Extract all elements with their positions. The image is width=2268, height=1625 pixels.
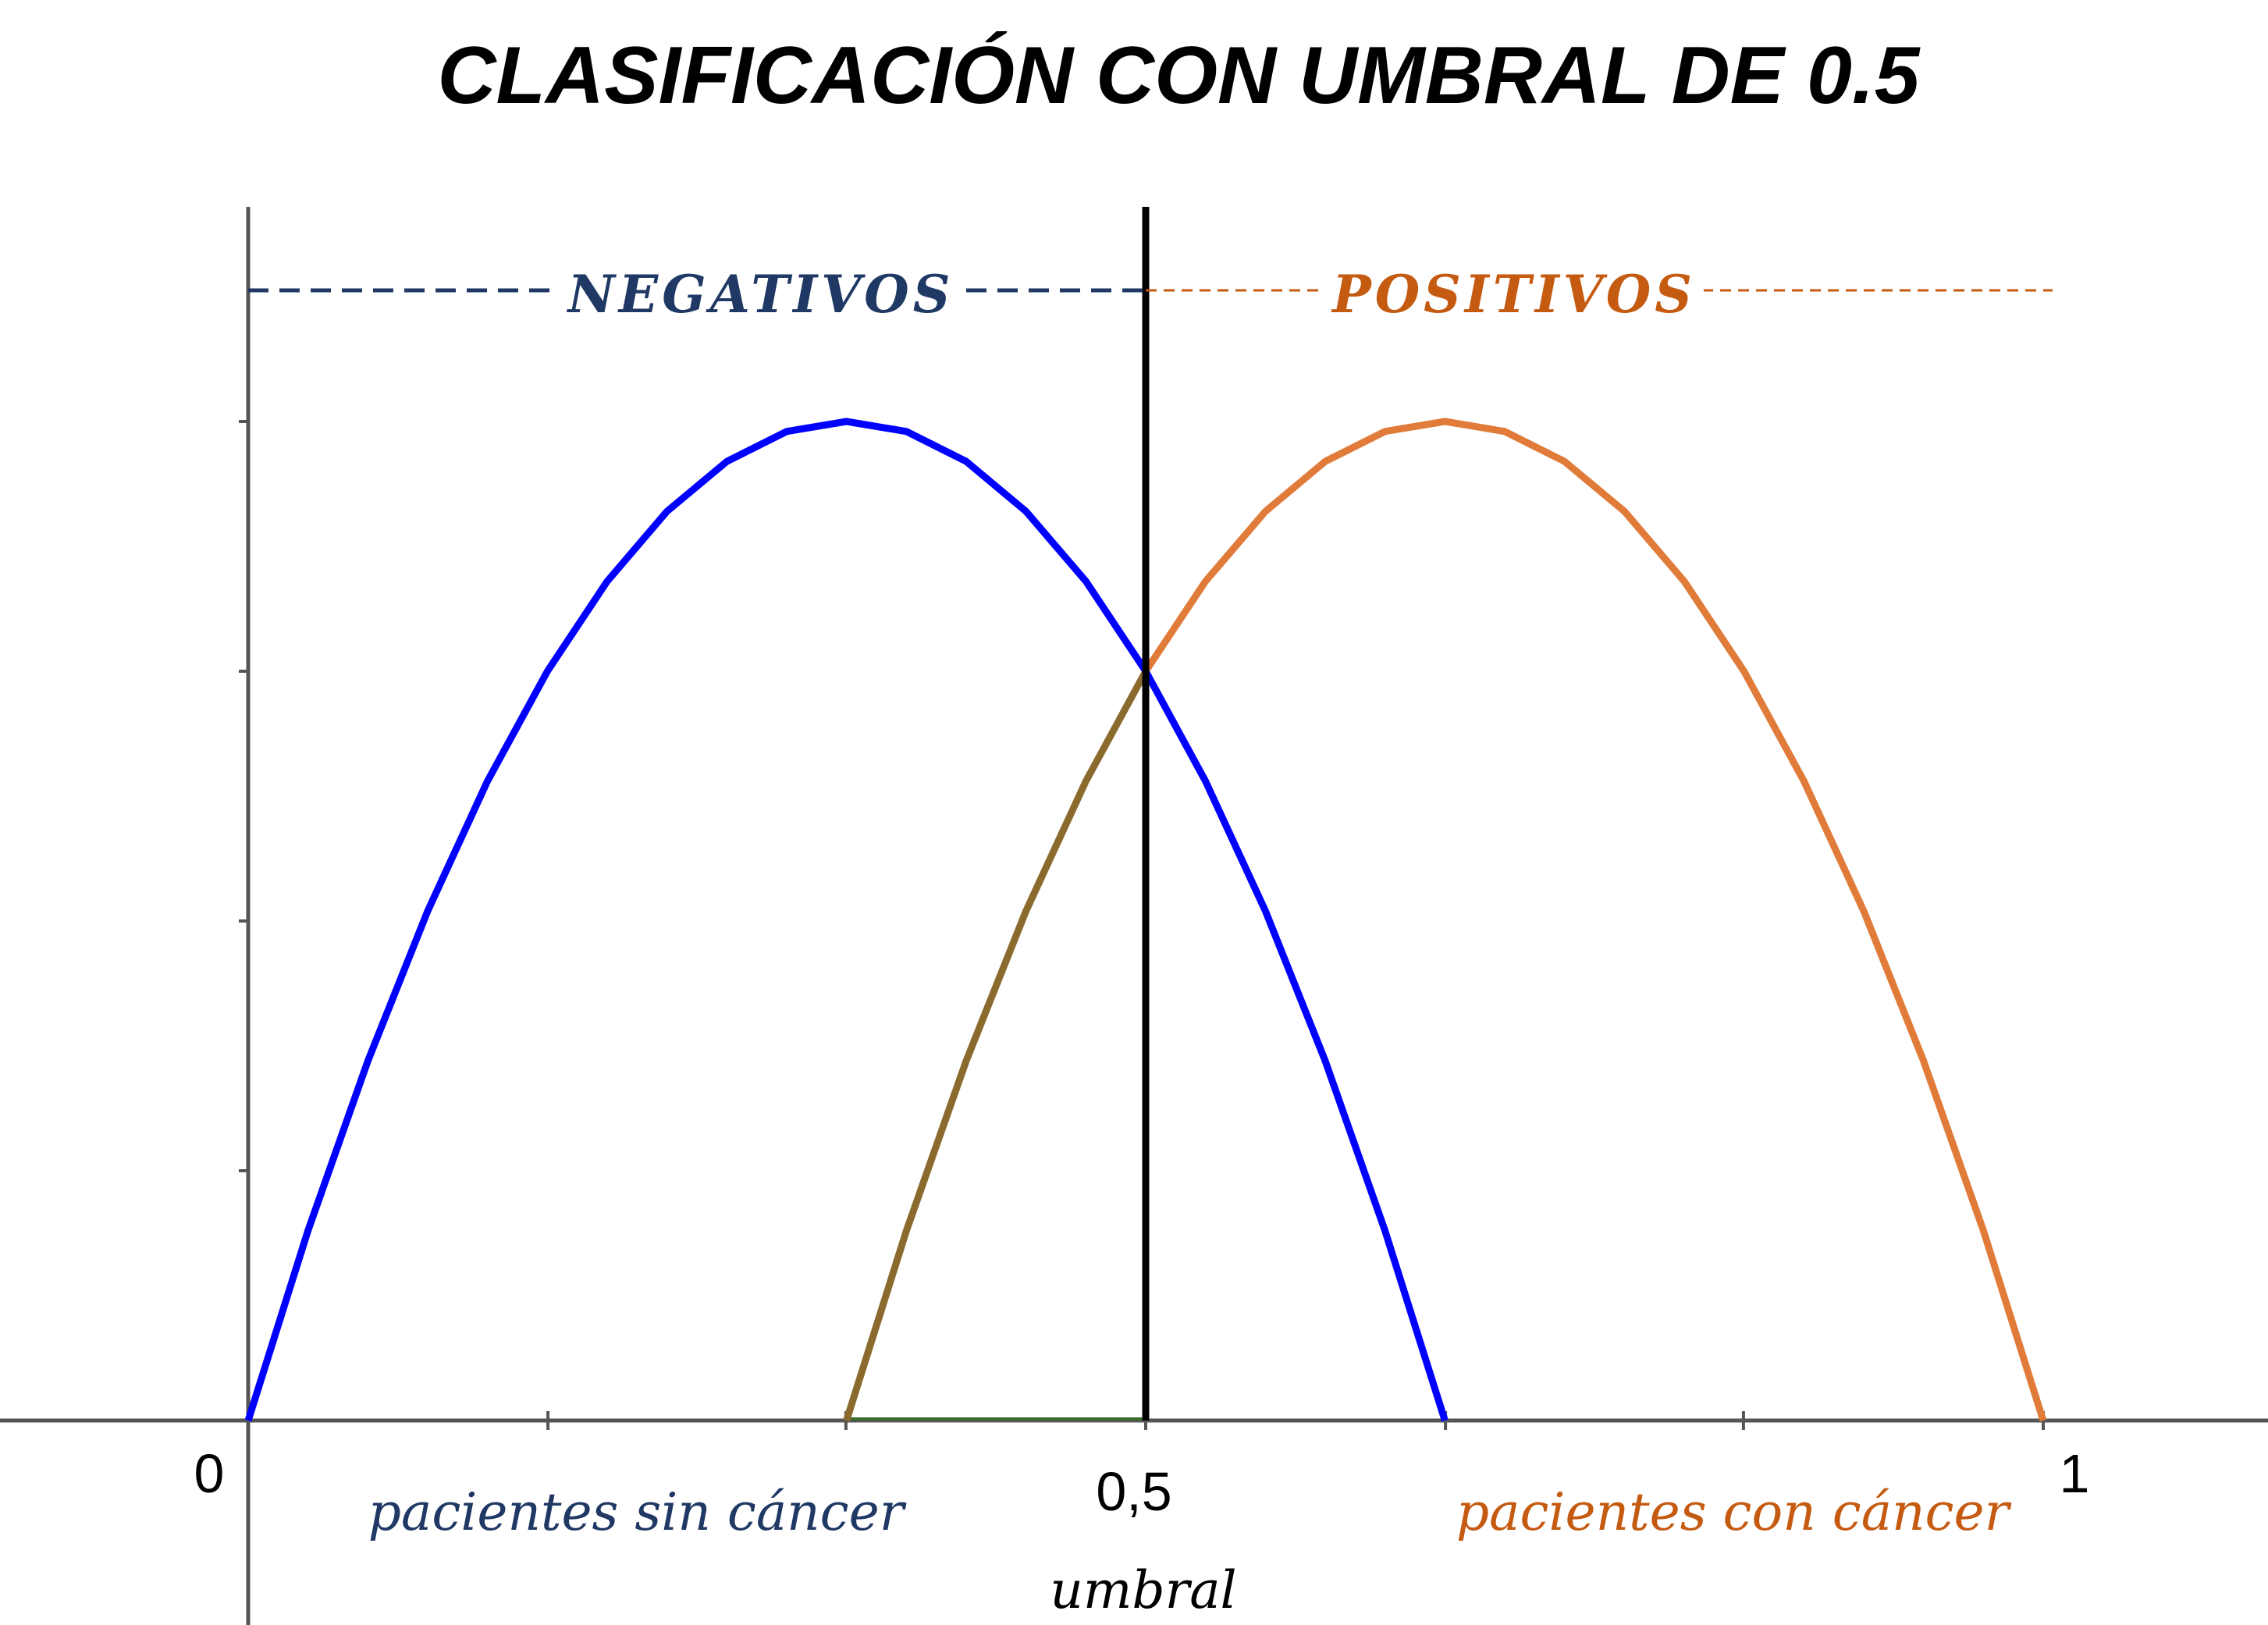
x-tick-label: 0 <box>194 1443 225 1504</box>
chart-title: CLASIFICACIÓN CON UMBRAL DE 0.5 <box>437 30 1921 121</box>
negative-class-label: pacientes sin cáncer <box>368 1482 907 1542</box>
positive-class-label: pacientes con cáncer <box>1456 1482 2012 1542</box>
threshold-label: umbral <box>1050 1560 1236 1620</box>
x-tick-labels: 0 0,5 1 <box>194 1443 2090 1522</box>
axes <box>0 207 2268 1625</box>
negatives-label: NEGATIVOS <box>567 264 954 325</box>
negative-series-line <box>244 418 1449 1422</box>
ticks <box>239 420 2045 1430</box>
x-tick-label: 1 <box>2060 1443 2090 1504</box>
curves <box>244 418 2047 1422</box>
class-bands: NEGATIVOS POSITIVOS <box>248 264 2053 325</box>
band-label-background <box>558 264 962 325</box>
positives-label: POSITIVOS <box>1331 264 1696 325</box>
band-label-background <box>1323 264 1704 325</box>
x-tick-label: 0,5 <box>1096 1461 1171 1522</box>
positive-series-line <box>1143 418 2047 1422</box>
positive-series-overlap-line <box>843 669 1149 1422</box>
